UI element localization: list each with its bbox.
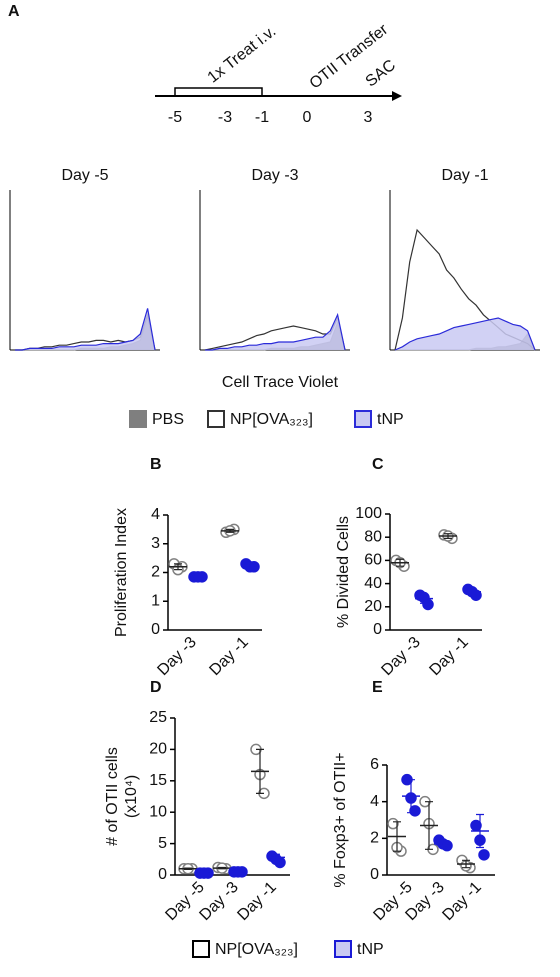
y-tick-label: 0 [370,866,379,883]
y-tick-label: 3 [151,535,160,552]
error-bar [462,859,470,869]
y-axis-label: Proliferation Index [113,508,130,637]
histogram-curve [204,316,346,351]
legend-swatch [334,940,352,958]
x-tick-label: Day -3 [378,634,423,679]
error-bar [194,575,202,578]
y-tick-label: 20 [149,741,167,758]
histogram-title: Day -5 [61,167,108,184]
y-tick-label: 25 [149,709,167,726]
error-bar [393,821,401,852]
y-tick-label: 60 [364,552,382,569]
legend-swatch [207,410,225,428]
histogram-curve [15,308,156,351]
x-tick-label: Day -3 [154,634,199,679]
error-bar [476,813,484,849]
error-bar [407,779,415,814]
error-bar [200,872,208,875]
y-tick-label: 5 [158,835,167,852]
error-bar [425,801,433,850]
y-axis-label: % Divided Cells [335,516,352,628]
y-axis-label: (x10⁴) [123,775,140,818]
error-bar [226,528,234,533]
error-bar [272,853,280,862]
data-point [478,849,490,861]
x-tick-label: Day -1 [206,634,251,679]
data-point [409,805,421,817]
panel-letter: B [150,456,162,473]
error-bar [184,867,192,870]
error-bar [218,866,226,870]
error-bar [246,561,254,569]
y-tick-label: 15 [149,772,167,789]
y-tick-label: 1 [151,592,160,609]
y-tick-label: 100 [355,505,382,522]
y-tick-label: 6 [370,756,379,773]
timeline-label: -5 [168,109,182,126]
panel-letter: A [8,3,20,20]
timeline-label: 0 [303,109,312,126]
legend-label: PBS [152,411,184,428]
legend-label: NP[OVA₃₂₃] [215,941,298,958]
y-tick-label: 4 [370,793,379,810]
error-bar [396,558,404,567]
y-tick-label: 0 [373,621,382,638]
legend-swatch [129,410,147,428]
y-tick-label: 10 [149,803,167,820]
y-tick-label: 40 [364,575,382,592]
y-tick-label: 80 [364,528,382,545]
y-tick-label: 0 [151,621,160,638]
panel-letter: C [372,456,384,473]
legend-swatch [354,410,372,428]
y-tick-label: 2 [151,564,160,581]
x-tick-label: Day -3 [196,879,241,924]
timeline-label: -1 [255,109,269,126]
error-bar [234,870,242,873]
y-tick-label: 4 [151,506,160,523]
x-tick-label: Day -1 [439,879,484,924]
legend-label: NP[OVA₃₂₃] [230,411,313,428]
annotation: 1x Treat i.v. [205,23,280,87]
histogram-curve [205,312,346,351]
error-bar [439,839,447,849]
error-bar [174,563,182,571]
annotation: SAC [363,57,399,91]
error-bar [468,587,476,596]
panel-letter: E [372,679,383,696]
legend-label: tNP [357,941,384,958]
histogram-title: Day -1 [441,167,488,184]
y-tick-label: 2 [370,830,379,847]
y-tick-label: 20 [364,598,382,615]
y-tick-label: 0 [158,866,167,883]
y-axis-label: % Foxp3+ of OTII+ [332,752,349,887]
error-bar [256,748,264,794]
panel-letter: D [150,679,162,696]
y-axis-label: # of OTII cells [104,747,121,846]
timeline-label: 3 [364,109,373,126]
legend-swatch [192,940,210,958]
arrow-head [392,91,402,101]
x-axis-label: Cell Trace Violet [222,374,339,391]
histogram-title: Day -3 [251,167,298,184]
treat-bracket [174,87,263,96]
error-bar [420,593,428,604]
timeline-label: -3 [218,109,232,126]
histogram-curve [394,317,536,351]
x-tick-label: Day -1 [234,879,279,924]
x-tick-label: Day -1 [426,634,471,679]
legend-label: tNP [377,411,404,428]
data-point [387,817,399,830]
error-bar [444,533,452,539]
